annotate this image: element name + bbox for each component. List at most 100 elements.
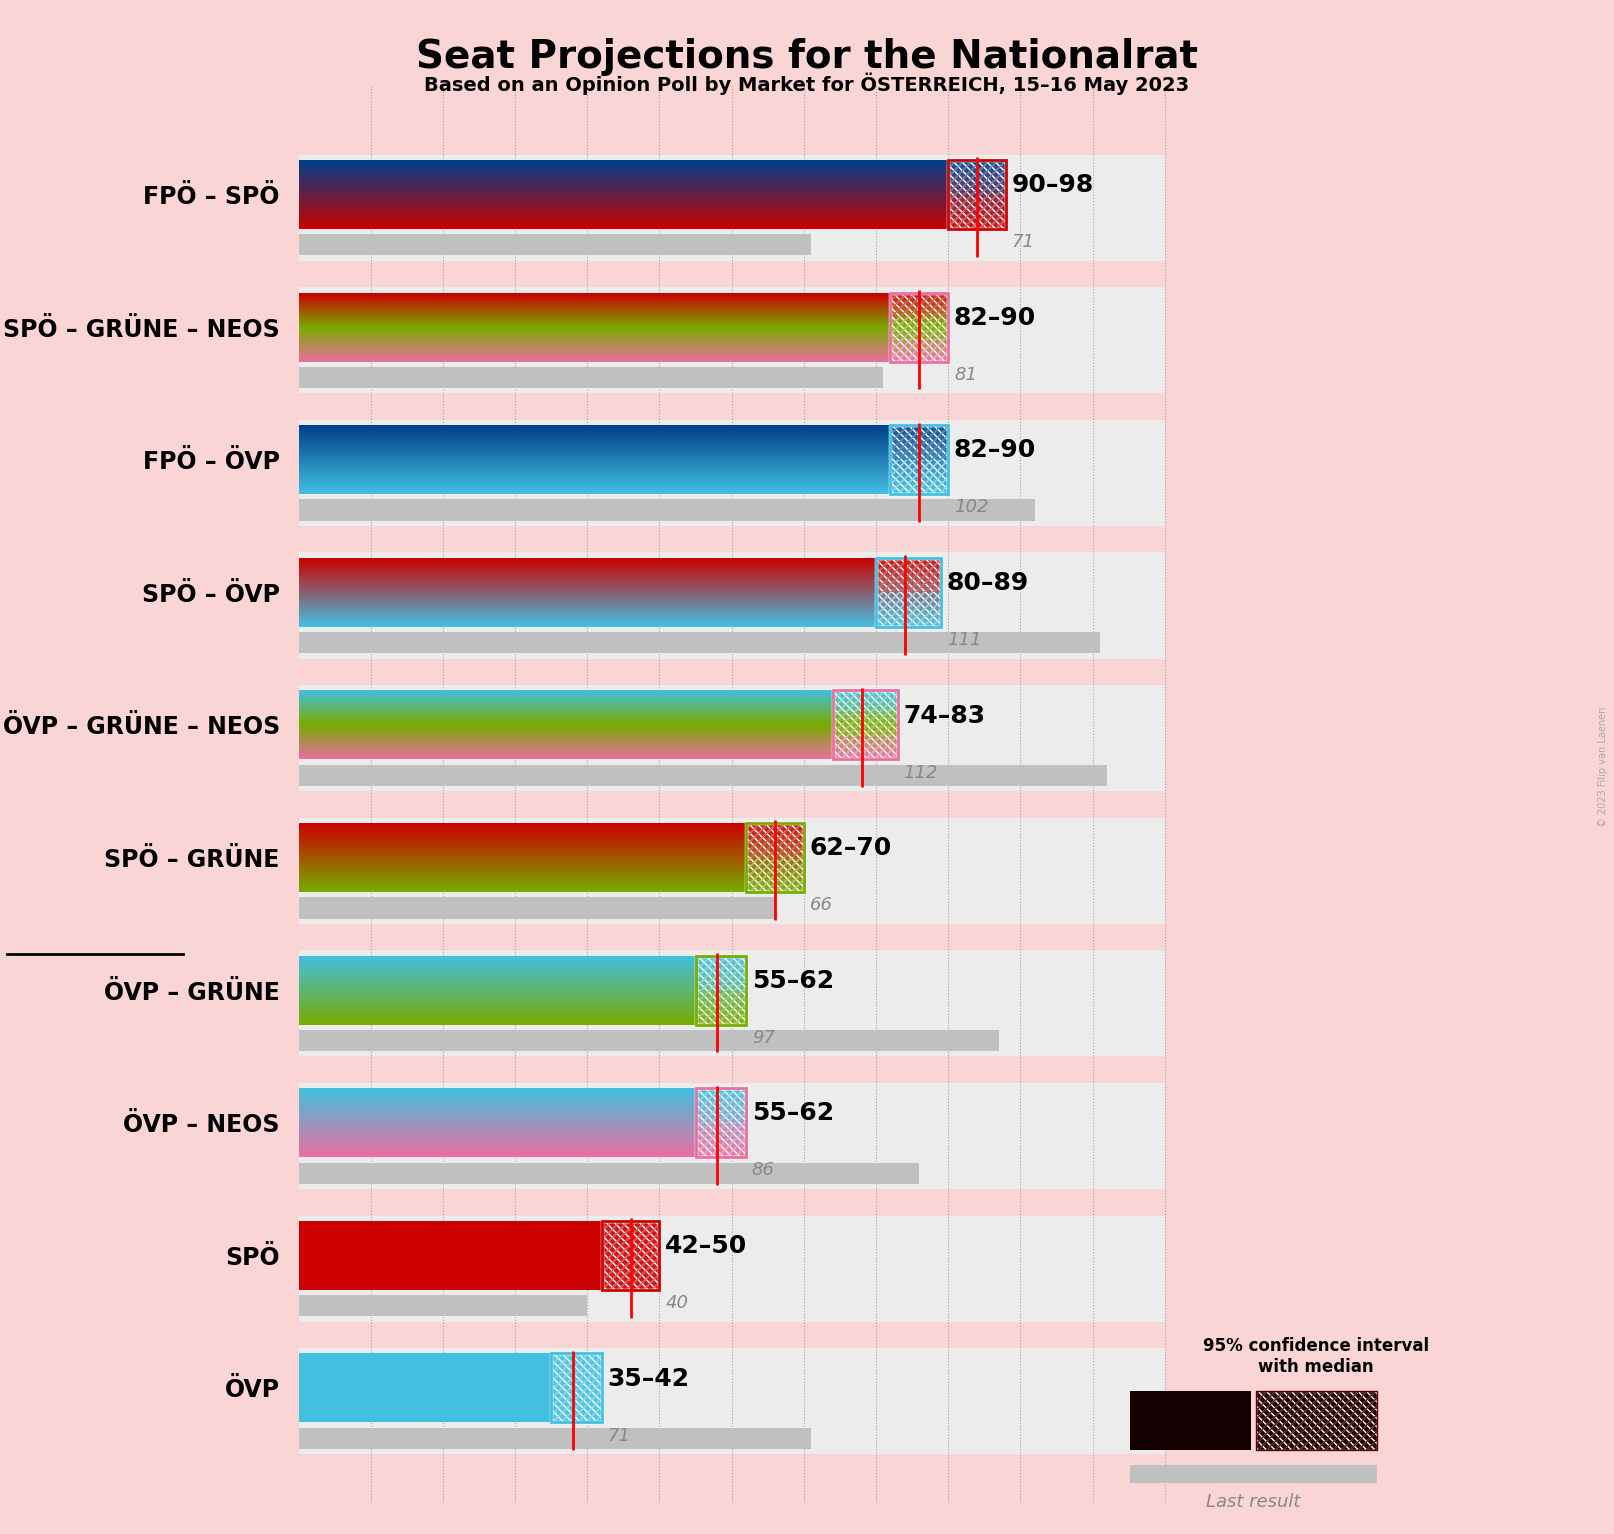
- Bar: [833, 690, 897, 759]
- Bar: [552, 1353, 602, 1422]
- Text: 112: 112: [904, 764, 938, 782]
- Bar: [299, 1083, 1165, 1189]
- Bar: [696, 1123, 746, 1157]
- Bar: [746, 824, 804, 858]
- Bar: [299, 951, 1165, 1057]
- Bar: [299, 897, 775, 919]
- Bar: [299, 420, 1165, 526]
- Bar: [876, 592, 941, 627]
- Text: 42–50: 42–50: [665, 1233, 747, 1258]
- Text: 97: 97: [752, 1029, 775, 1046]
- Bar: [299, 764, 1107, 785]
- Bar: [299, 1163, 920, 1184]
- Bar: [947, 160, 1006, 195]
- Bar: [833, 713, 897, 736]
- Text: 82–90: 82–90: [954, 439, 1036, 462]
- Bar: [552, 1353, 602, 1422]
- Text: 62–70: 62–70: [810, 836, 893, 861]
- Bar: [746, 824, 804, 891]
- Bar: [696, 1088, 746, 1123]
- Bar: [746, 858, 804, 891]
- Text: 74–83: 74–83: [904, 704, 986, 727]
- Bar: [696, 989, 746, 1025]
- Text: 55–62: 55–62: [752, 969, 834, 992]
- Text: 102: 102: [954, 499, 988, 517]
- Bar: [299, 1029, 999, 1051]
- Bar: [552, 1353, 602, 1422]
- Bar: [947, 195, 1006, 229]
- Bar: [696, 1088, 746, 1123]
- Bar: [299, 1215, 1165, 1322]
- Bar: [891, 293, 947, 316]
- Bar: [833, 736, 897, 759]
- Bar: [876, 558, 941, 592]
- Text: 111: 111: [947, 630, 981, 649]
- Bar: [891, 316, 947, 339]
- Bar: [299, 500, 1035, 520]
- Bar: [299, 155, 1165, 261]
- Bar: [833, 713, 897, 736]
- Bar: [876, 558, 941, 592]
- Text: 95% confidence interval
with median: 95% confidence interval with median: [1202, 1338, 1430, 1376]
- Text: 71: 71: [607, 1427, 631, 1445]
- Bar: [833, 690, 897, 713]
- Bar: [299, 552, 1165, 658]
- Bar: [602, 1221, 660, 1290]
- Bar: [746, 824, 804, 858]
- Bar: [299, 1428, 812, 1450]
- Text: Seat Projections for the Nationalrat: Seat Projections for the Nationalrat: [416, 38, 1198, 77]
- Bar: [891, 293, 947, 316]
- Text: Last result: Last result: [1206, 1493, 1301, 1511]
- Bar: [552, 1353, 602, 1422]
- Bar: [891, 339, 947, 362]
- Text: 71: 71: [1012, 233, 1035, 252]
- Bar: [947, 160, 1006, 195]
- Text: 81: 81: [954, 365, 976, 384]
- Bar: [299, 632, 1099, 653]
- Bar: [696, 956, 746, 1025]
- Bar: [696, 1123, 746, 1157]
- Text: Based on an Opinion Poll by Market for ÖSTERREICH, 15–16 May 2023: Based on an Opinion Poll by Market for Ö…: [424, 72, 1190, 95]
- Bar: [891, 460, 947, 494]
- Bar: [891, 293, 947, 362]
- Bar: [833, 690, 897, 713]
- Text: 66: 66: [810, 896, 833, 914]
- Bar: [696, 1088, 746, 1157]
- Text: 80–89: 80–89: [947, 571, 1030, 595]
- Text: 82–90: 82–90: [954, 305, 1036, 330]
- Bar: [299, 235, 812, 256]
- Bar: [891, 293, 947, 362]
- Bar: [696, 956, 746, 989]
- Bar: [602, 1221, 660, 1290]
- Text: 40: 40: [665, 1295, 688, 1312]
- Text: 86: 86: [752, 1161, 775, 1180]
- Bar: [746, 824, 804, 891]
- Bar: [876, 558, 941, 627]
- Bar: [891, 339, 947, 362]
- Bar: [299, 287, 1165, 393]
- Bar: [299, 367, 883, 388]
- Bar: [876, 592, 941, 627]
- Bar: [891, 425, 947, 494]
- Text: 35–42: 35–42: [607, 1367, 689, 1391]
- Bar: [891, 425, 947, 494]
- Bar: [876, 558, 941, 627]
- Bar: [602, 1221, 660, 1290]
- Bar: [299, 1295, 587, 1316]
- Bar: [947, 160, 1006, 229]
- Text: 90–98: 90–98: [1012, 173, 1094, 198]
- Text: 55–62: 55–62: [752, 1101, 834, 1126]
- Bar: [833, 736, 897, 759]
- Bar: [696, 956, 746, 989]
- Bar: [299, 686, 1165, 792]
- Bar: [746, 858, 804, 891]
- Bar: [696, 956, 746, 1025]
- Bar: [891, 425, 947, 460]
- Bar: [696, 989, 746, 1025]
- Bar: [299, 818, 1165, 923]
- Bar: [299, 1348, 1165, 1454]
- Text: © 2023 Filip van Laenen: © 2023 Filip van Laenen: [1598, 707, 1608, 827]
- Bar: [602, 1221, 660, 1290]
- Bar: [833, 690, 897, 759]
- Bar: [891, 316, 947, 339]
